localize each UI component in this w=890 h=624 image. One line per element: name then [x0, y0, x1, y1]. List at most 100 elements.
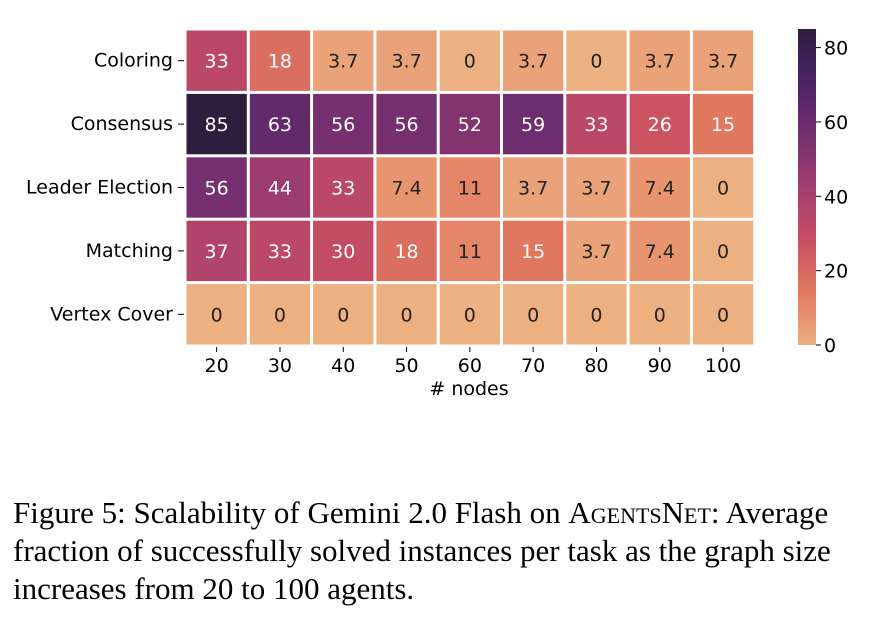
- cell-value-label: 33: [331, 178, 355, 200]
- cell-value-label: 30: [331, 241, 355, 263]
- heatmap-cell: [439, 30, 500, 91]
- cell-value-label: 15: [521, 241, 545, 263]
- cell-value-label: 11: [458, 241, 482, 263]
- heatmap-cell: [186, 157, 247, 218]
- cell-value-label: 56: [331, 114, 355, 136]
- heatmap-cell: [692, 220, 754, 282]
- cell-value-label: 3.7: [581, 178, 611, 200]
- cell-value-label: 7.4: [391, 178, 421, 200]
- heatmap-cell: [629, 220, 690, 282]
- cell-value-label: 26: [648, 114, 672, 136]
- cell-value-label: 0: [464, 51, 476, 73]
- cell-value-label: 85: [205, 114, 229, 136]
- column-label-60: 60: [458, 355, 482, 377]
- column-labels: 20 30 40 50 60 70 80 90 100: [205, 347, 741, 377]
- heatmap-cell: [313, 93, 374, 155]
- cell-value-label: 0: [464, 304, 476, 326]
- heatmap-cell: [313, 220, 374, 282]
- column-label-90: 90: [648, 355, 672, 377]
- colorbar-tick-label: 0: [824, 335, 836, 357]
- colorbar-tick-label: 60: [824, 112, 848, 134]
- heatmap-cell: [692, 157, 754, 218]
- heatmap-cell: [439, 93, 500, 155]
- cell-value-label: 11: [458, 178, 482, 200]
- colorbar-ticks: 0 20 40 60 80: [816, 38, 848, 357]
- column-label-70: 70: [521, 355, 545, 377]
- row-labels: Coloring Consensus Leader Election Matching…: [26, 50, 184, 325]
- heatmap-cell: [249, 93, 311, 155]
- heatmap-chart: 33 18 3.7 3.7 0 3.7 0 3.7 3.7 85 63 56 56 52 59 33 26 15 5…: [26, 29, 848, 400]
- x-axis-label: # nodes: [429, 378, 508, 400]
- cell-value-label: 0: [211, 304, 223, 326]
- cell-value-label: 18: [394, 241, 418, 263]
- caption-name: AgentsNet: [568, 495, 711, 530]
- heatmap-cell: [439, 157, 500, 218]
- heatmap-cell: [566, 220, 627, 282]
- heatmap-cell: [566, 30, 627, 91]
- row-label-coloring: Coloring: [94, 50, 173, 72]
- cell-value-label: 7.4: [645, 241, 675, 263]
- row-label-matching: Matching: [86, 240, 173, 262]
- column-label-80: 80: [584, 355, 608, 377]
- heatmap-cell: [249, 157, 311, 218]
- caption-prefix: Figure 5: Scalability of Gemini 2.0 Flas…: [13, 495, 569, 530]
- heatmap-cell: [313, 157, 374, 218]
- cell-value-label: 33: [268, 241, 292, 263]
- caption-suffix: : Average fraction of successfully solve…: [13, 495, 831, 606]
- heatmap-cell: [376, 220, 437, 282]
- cell-value-label: 0: [401, 304, 413, 326]
- heatmap-cell: [566, 284, 627, 345]
- heatmap-cell: [186, 284, 247, 345]
- heatmap-cell: [376, 157, 437, 218]
- cell-value-label: 56: [394, 114, 418, 136]
- cell-value-label: 3.7: [708, 51, 738, 73]
- row-label-leader-election: Leader Election: [26, 177, 173, 199]
- column-label-40: 40: [331, 355, 355, 377]
- heatmap-cell: [503, 220, 564, 282]
- column-label-20: 20: [205, 355, 229, 377]
- heatmap-cell: [313, 30, 374, 91]
- cell-value-label: 56: [205, 178, 229, 200]
- figure-caption: Figure 5: Scalability of Gemini 2.0 Flas…: [13, 494, 883, 608]
- cell-value-label: 63: [268, 114, 292, 136]
- heatmap-cell: [566, 93, 627, 155]
- heatmap-cell: [439, 220, 500, 282]
- cell-value-label: 3.7: [581, 241, 611, 263]
- cell-value-label: 59: [521, 114, 545, 136]
- heatmap-cell: [629, 30, 690, 91]
- colorbar-tick-label: 80: [824, 38, 848, 60]
- cell-value-label: 0: [717, 178, 729, 200]
- colorbar: [798, 29, 816, 345]
- heatmap-cell: [249, 284, 311, 345]
- cell-value-label: 0: [590, 304, 602, 326]
- cell-value-label: 0: [717, 241, 729, 263]
- heatmap-cell: [376, 30, 437, 91]
- cell-value-label: 3.7: [391, 51, 421, 73]
- cell-value-label: 3.7: [518, 178, 548, 200]
- heatmap-cell: [692, 284, 754, 345]
- cell-value-label: 18: [268, 51, 292, 73]
- heatmap-cell: [439, 284, 500, 345]
- heatmap-cell: [503, 284, 564, 345]
- column-label-100: 100: [705, 355, 741, 377]
- cell-value-label: 7.4: [645, 178, 675, 200]
- heatmap-cells: 33 18 3.7 3.7 0 3.7 0 3.7 3.7 85 63 56 56 52 59 33 26 15 5…: [186, 30, 754, 345]
- heatmap-cell: [629, 93, 690, 155]
- cell-value-label: 44: [268, 178, 292, 200]
- heatmap-cell: [629, 284, 690, 345]
- heatmap-cell: [566, 157, 627, 218]
- cell-value-label: 33: [584, 114, 608, 136]
- cell-value-label: 0: [527, 304, 539, 326]
- cell-value-label: 3.7: [328, 51, 358, 73]
- column-label-30: 30: [268, 355, 292, 377]
- heatmap-cell: [249, 30, 311, 91]
- cell-value-label: 0: [654, 304, 666, 326]
- heatmap-cell: [503, 157, 564, 218]
- heatmap-cell: [692, 93, 754, 155]
- cell-value-label: 0: [590, 51, 602, 73]
- cell-value-label: 52: [458, 114, 482, 136]
- colorbar-tick-label: 40: [824, 186, 848, 208]
- heatmap-cell: [186, 93, 247, 155]
- heatmap-cell: [376, 284, 437, 345]
- row-label-consensus: Consensus: [71, 113, 173, 135]
